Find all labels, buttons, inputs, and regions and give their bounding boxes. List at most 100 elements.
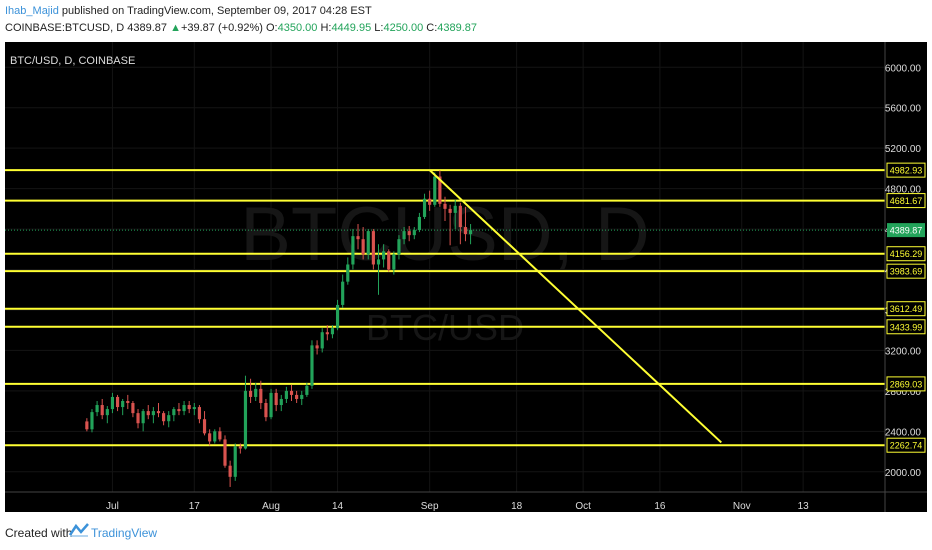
candle-body <box>156 411 161 414</box>
candle-body <box>341 281 345 305</box>
level-price-label: 3433.99 <box>890 322 923 332</box>
author-link[interactable]: Ihab_Majid <box>5 5 59 17</box>
candle-body <box>264 403 268 418</box>
candle-body <box>448 208 452 213</box>
x-tick-label: 13 <box>798 501 810 512</box>
candle-body <box>458 205 462 228</box>
candle-body <box>269 392 273 418</box>
candle-body <box>141 411 145 424</box>
level-price-tag <box>886 301 926 317</box>
level-price-tag <box>886 263 926 279</box>
candle-body <box>402 231 406 240</box>
candle-body <box>351 236 355 265</box>
candle-body <box>330 328 335 335</box>
candle-body <box>289 390 294 395</box>
x-tick-label: 14 <box>332 501 344 512</box>
candle-body <box>397 239 401 255</box>
time-axis[interactable]: Jul 17 Aug 14 Sep 18 Oct 16 Nov 13 <box>106 501 809 512</box>
candle-body <box>213 431 217 442</box>
chart-frame: BTCUSD, D BTC/USD 2000.00 2400.00 2800.00 3… <box>5 42 927 512</box>
candle-body <box>300 394 304 399</box>
candle-body <box>254 388 258 397</box>
candle-body <box>233 446 237 477</box>
level-price-tag <box>886 319 926 335</box>
candle-body <box>320 332 324 349</box>
candle-body <box>453 205 457 213</box>
symbol-label: COINBASE:BTCUSD, D <box>5 22 125 34</box>
level-price-label: 3612.49 <box>890 304 923 314</box>
candle-body <box>228 465 232 477</box>
quote-line: COINBASE:BTCUSD, D 4389.87 ▲+39.87 (+0.9… <box>5 22 477 34</box>
candle-body <box>110 396 115 410</box>
candle-body <box>162 413 166 422</box>
x-tick-label: Nov <box>733 501 751 512</box>
candle-body <box>172 409 176 416</box>
candle-body <box>100 405 104 416</box>
candle-body <box>238 446 242 449</box>
x-tick-label: Sep <box>421 501 439 512</box>
tradingview-logo-icon <box>68 523 89 540</box>
created-with-label: Created with <box>5 526 73 540</box>
candle-body <box>192 407 196 410</box>
candle-body <box>243 390 248 449</box>
candle-body <box>248 390 253 397</box>
y-tick-label: 2800.00 <box>885 387 922 398</box>
candle-body <box>335 304 340 329</box>
candle-body <box>121 400 125 408</box>
y-tick-label: 4800.00 <box>885 185 922 196</box>
candle-body <box>366 231 370 255</box>
x-tick-label: 18 <box>511 501 523 512</box>
open-label: O: <box>265 22 278 34</box>
candle-body <box>428 198 432 205</box>
y-tick-label: 3200.00 <box>885 346 922 357</box>
candle-body <box>295 394 299 399</box>
level-price-label: 3983.69 <box>890 267 923 277</box>
candle-body <box>223 439 227 466</box>
candle-body <box>407 231 411 236</box>
candle-body <box>315 345 319 349</box>
change-up-icon: ▲ <box>170 22 181 34</box>
candle-body <box>376 259 381 265</box>
candle-body <box>131 403 135 414</box>
current-price-label: 4389.87 <box>890 226 923 236</box>
candle-body <box>208 433 212 442</box>
candle-body <box>202 419 207 434</box>
y-tick-label: 2000.00 <box>885 468 922 479</box>
candle-body <box>259 388 263 404</box>
candlestick-chart[interactable]: BTCUSD, D BTC/USD 2000.002400.002800.003… <box>5 42 927 512</box>
current-price-tag <box>887 223 925 238</box>
high-value: 4449.95 <box>331 22 372 34</box>
y-tick-label: 5200.00 <box>885 144 922 155</box>
tradingview-brand-link[interactable]: TradingView <box>91 526 158 540</box>
level-price-tag <box>886 193 926 209</box>
candle-body <box>90 412 94 430</box>
chart-header: Ihab_Majid published on TradingView.com,… <box>5 0 925 40</box>
x-tick-label: 17 <box>189 501 201 512</box>
candle-body <box>422 198 427 217</box>
x-tick-label: Oct <box>575 501 591 512</box>
candle-body <box>284 390 288 399</box>
level-price-label: 2262.74 <box>890 441 923 451</box>
y-tick-label: 6000.00 <box>885 63 922 74</box>
level-price-label: 4681.67 <box>890 196 923 206</box>
level-price-tag <box>886 246 926 262</box>
candle-body <box>105 409 109 416</box>
candle-body <box>412 230 416 236</box>
candle-body <box>126 400 130 404</box>
level-price-label: 4156.29 <box>890 249 923 259</box>
candle-body <box>197 407 202 420</box>
candle-body <box>443 203 447 209</box>
footer: Created with TradingView <box>5 514 927 550</box>
candle-body <box>468 230 473 235</box>
candle-body <box>187 405 191 410</box>
open-value: 4350.00 <box>277 22 318 34</box>
trendline <box>428 169 722 444</box>
low-label: L: <box>374 22 384 34</box>
published-text: published on TradingView.com, September … <box>61 5 372 17</box>
candle-body <box>433 176 437 205</box>
close-label: C: <box>426 22 438 34</box>
candle-body <box>346 264 350 282</box>
x-tick-label: Aug <box>262 501 280 512</box>
candle-body <box>182 405 186 412</box>
high-label: H: <box>320 22 332 34</box>
